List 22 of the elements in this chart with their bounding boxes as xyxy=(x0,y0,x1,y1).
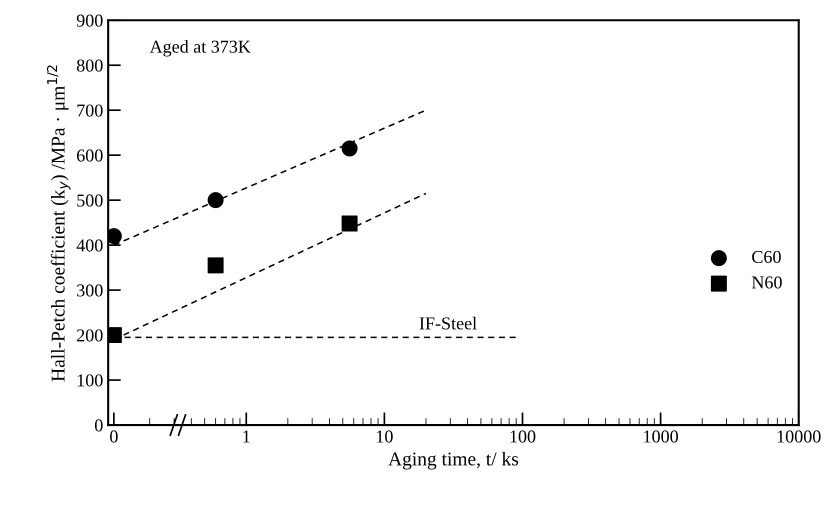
legend-label: C60 xyxy=(752,250,781,264)
y-tick-label: 700 xyxy=(77,104,103,117)
annotation: Aged at 373K xyxy=(150,40,251,57)
y-tick-label: 600 xyxy=(76,149,103,162)
series-label: IF-Steel xyxy=(420,316,477,330)
x-tick-label: 10000 xyxy=(778,430,821,443)
legend-label: N60 xyxy=(752,276,782,289)
y-tick-label: 500 xyxy=(77,194,103,207)
y-tick-label: 900 xyxy=(76,14,103,27)
y-tick-label: 100 xyxy=(78,374,103,387)
x-tick-label: 10 xyxy=(376,430,393,443)
y-axis-title: Hall-Petch coefficient (k$_{y}$) /MPa · μm$^{1/2}$ xyxy=(46,65,71,382)
x-tick-label: 0 xyxy=(110,430,118,443)
x-tick-label: 1 xyxy=(243,430,250,442)
x-tick-label: 100 xyxy=(510,430,536,443)
y-tick-label: 200 xyxy=(77,329,103,342)
y-tick-label: 300 xyxy=(77,284,103,297)
y-tick-label: 800 xyxy=(76,59,103,72)
x-tick-label: 1000 xyxy=(644,430,678,443)
x-axis-title: Aging time, t/ ks xyxy=(388,452,518,470)
y-tick-label: 400 xyxy=(76,239,103,252)
y-tick-label: 0 xyxy=(94,419,103,432)
